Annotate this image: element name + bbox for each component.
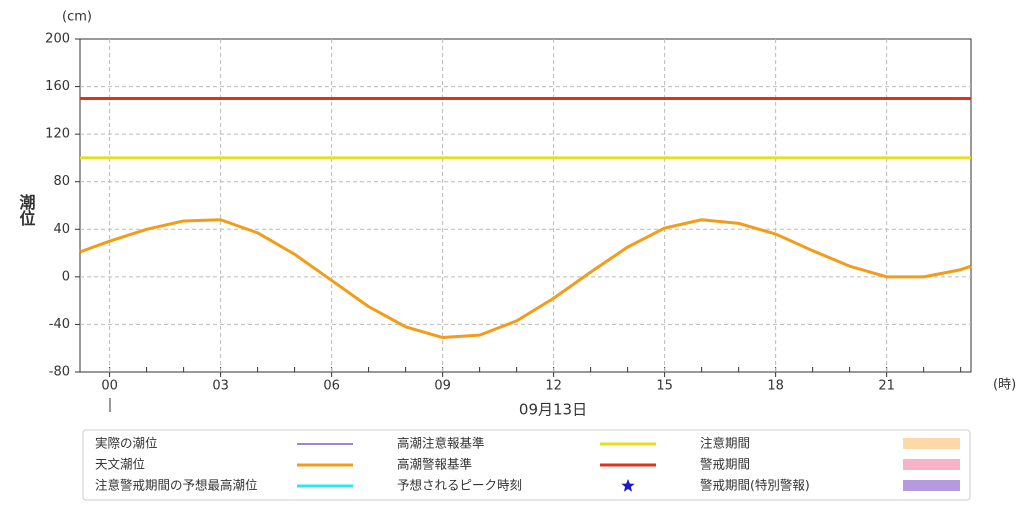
x-label: 09月13日 — [519, 401, 587, 419]
x-tick-label: 06 — [323, 379, 340, 394]
x-tick-label: 09 — [434, 379, 451, 394]
legend-label: 予想されるピーク時刻 — [397, 478, 522, 493]
y-tick-label: 120 — [45, 127, 70, 142]
x-tick-label: 03 — [212, 379, 229, 394]
y-tick-label: 0 — [62, 269, 70, 284]
x-unit: (時) — [993, 378, 1016, 393]
y-tick-label: 160 — [45, 79, 70, 94]
legend-label: 注意警戒期間の予想最高潮位 — [95, 478, 258, 493]
x-tick-label: 21 — [878, 379, 895, 394]
legend-label: 注意期間 — [700, 436, 750, 451]
legend-label: 天文潮位 — [95, 457, 145, 472]
tide-line — [79, 218, 972, 340]
legend-label: 高潮注意報基準 — [397, 436, 485, 451]
y-tick-label: 200 — [45, 32, 70, 47]
legend-star — [621, 479, 635, 492]
legend-label: 警戒期間(特別警報) — [700, 478, 810, 493]
legend-box — [82, 429, 971, 501]
x-tick-label: 12 — [545, 379, 562, 394]
legend-label: 実際の潮位 — [95, 436, 158, 451]
x-tick-label: 15 — [656, 379, 673, 394]
y-tick-label: 80 — [53, 174, 70, 189]
legend-label: 警戒期間 — [700, 457, 750, 472]
y-label: 潮位 — [17, 193, 36, 227]
x-tick-label: 00 — [101, 379, 118, 394]
y-tick-label: 40 — [53, 222, 70, 237]
legend-label: 高潮警報基準 — [397, 457, 472, 472]
legend-band — [903, 438, 960, 449]
y-tick-label: -80 — [49, 365, 70, 380]
x-tick-label: 18 — [767, 379, 784, 394]
plot-frame — [79, 38, 972, 373]
y-tick-label: -40 — [49, 317, 70, 332]
legend-band — [903, 480, 960, 491]
y-unit: (cm) — [62, 10, 92, 25]
legend-band — [903, 459, 960, 470]
